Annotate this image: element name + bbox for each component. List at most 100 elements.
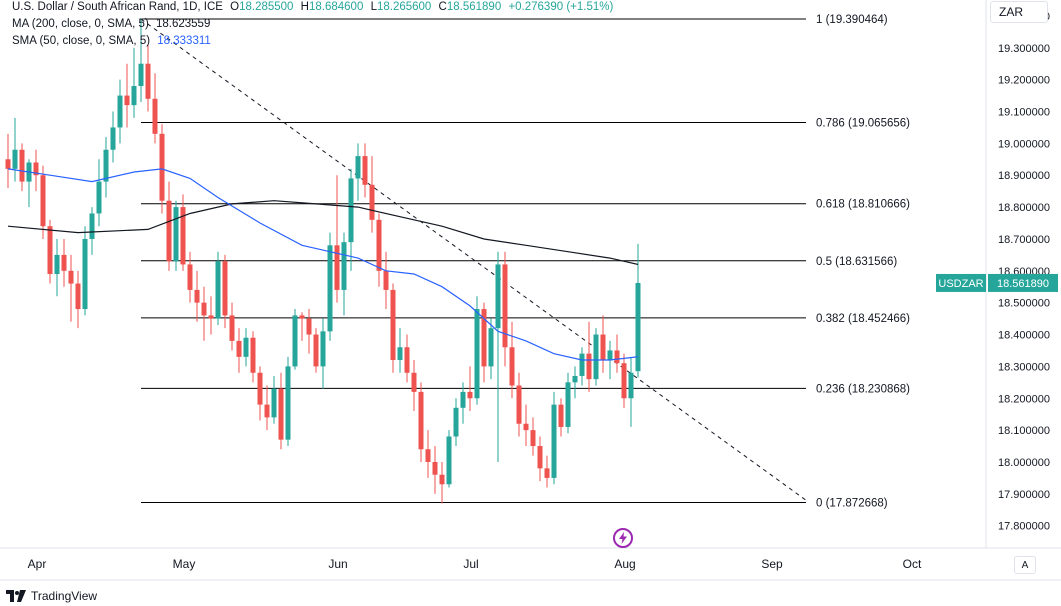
y-tick-label: 18.000000	[998, 457, 1050, 469]
candle-body	[285, 366, 291, 440]
candle-body	[215, 261, 221, 319]
candle-body	[579, 353, 585, 376]
x-tick-label: Jul	[463, 557, 478, 571]
candle-body	[278, 388, 284, 440]
candle-body	[481, 309, 487, 367]
symbol-legend: U.S. Dollar / South African Rand, 1D, IC…	[12, 1, 614, 13]
y-tick-label: 18.100000	[998, 425, 1050, 437]
y-tick-label: 19.300000	[998, 43, 1050, 55]
candle-body	[635, 282, 641, 372]
candle-body	[369, 184, 375, 220]
candle-body	[390, 289, 396, 361]
candle-body	[404, 347, 410, 373]
candle-body	[243, 337, 249, 357]
candle-body	[544, 468, 550, 478]
sma50-legend[interactable]: SMA (50, close, 0, SMA, 5) 18.333311	[12, 35, 211, 47]
candle-body	[306, 318, 312, 335]
candle-body	[586, 353, 592, 380]
candle-body	[208, 315, 214, 319]
candle-body	[271, 388, 277, 418]
candle-body	[236, 340, 242, 357]
candle-body	[397, 347, 403, 361]
candle-body	[341, 242, 347, 290]
y-tick-label: 18.200000	[998, 393, 1050, 405]
flash-icon[interactable]	[612, 527, 634, 549]
candle-body	[68, 270, 74, 284]
candle-body	[138, 63, 144, 87]
currency-button[interactable]: ZAR	[990, 1, 1048, 23]
candle-body	[187, 264, 193, 290]
candle-body	[593, 334, 599, 380]
fib-level-label: 0.5 (18.631566)	[816, 256, 897, 268]
candle-body	[453, 407, 459, 437]
candle-body	[12, 149, 18, 169]
last-price-label: 18.561890	[997, 278, 1049, 290]
candle-body	[201, 302, 207, 316]
fib-level-label: 0.618 (18.810666)	[816, 199, 910, 211]
candle-body	[411, 372, 417, 392]
candle-body	[19, 149, 25, 182]
candle-body	[523, 423, 529, 431]
y-tick-label: 18.300000	[998, 361, 1050, 373]
candle-body	[621, 363, 627, 399]
candle-body	[327, 245, 333, 332]
y-tick-label: 17.800000	[998, 521, 1050, 533]
tradingview-logo-icon	[6, 590, 26, 602]
brand-footer[interactable]: TradingView	[6, 587, 97, 605]
candle-body	[180, 207, 186, 265]
close-value: 18.561890	[446, 1, 502, 13]
brand-name: TradingView	[31, 589, 98, 603]
candle-body	[537, 446, 543, 469]
trendline	[140, 18, 807, 501]
candle-body	[96, 181, 102, 214]
symbol-name[interactable]: U.S. Dollar / South African Rand	[12, 1, 177, 13]
candle-body	[551, 404, 557, 478]
candle-body	[229, 315, 235, 341]
x-tick-label: Jun	[328, 557, 347, 571]
candle-body	[467, 391, 473, 399]
y-tick-label: 19.100000	[998, 107, 1050, 119]
candle-body	[432, 461, 438, 475]
candle-body	[530, 430, 536, 447]
candle-body	[145, 63, 151, 99]
candle-body	[131, 86, 137, 106]
candle-body	[264, 404, 270, 418]
candle-body	[558, 404, 564, 427]
x-tick-label: Aug	[614, 557, 635, 571]
last-price-tag	[988, 273, 1058, 292]
candle-body	[376, 219, 382, 271]
y-tick-label: 17.900000	[998, 489, 1050, 501]
candle-body	[600, 334, 606, 361]
candle-body	[418, 391, 424, 450]
ma200-legend[interactable]: MA (200, close, 0, SMA, 5) 18.623559	[12, 18, 210, 30]
candle-body	[47, 226, 53, 274]
y-tick-label: 19.000000	[998, 138, 1050, 150]
candle-body	[75, 283, 81, 310]
candle-body	[313, 334, 319, 367]
auto-scale-button[interactable]: A	[1014, 556, 1036, 574]
y-tick-label: 18.700000	[998, 234, 1050, 246]
candle-body	[495, 264, 501, 329]
candle-body	[250, 337, 256, 373]
candle-body	[40, 175, 46, 227]
open-value: 18.285500	[239, 1, 294, 13]
fib-level-label: 0.382 (18.452466)	[816, 313, 910, 325]
ma200-value: 18.623559	[155, 18, 211, 30]
symbol-exchange: ICE	[203, 1, 223, 13]
candle-body	[509, 347, 515, 386]
candle-body	[565, 382, 571, 427]
candle-body	[5, 159, 11, 169]
candle-body	[572, 375, 578, 383]
candle-body	[54, 254, 60, 274]
candle-body	[110, 127, 116, 150]
price-axis	[986, 0, 1061, 606]
y-tick-label: 19.200000	[998, 75, 1050, 87]
change-value: +0.276390 (+1.51%)	[508, 1, 614, 13]
candle-body	[173, 207, 179, 262]
candle-body	[33, 162, 39, 176]
fib-level-label: 1 (19.390464)	[816, 14, 888, 26]
candle-body	[103, 149, 109, 182]
candle-body	[488, 328, 494, 367]
sma50-value: 18.333311	[157, 35, 211, 47]
